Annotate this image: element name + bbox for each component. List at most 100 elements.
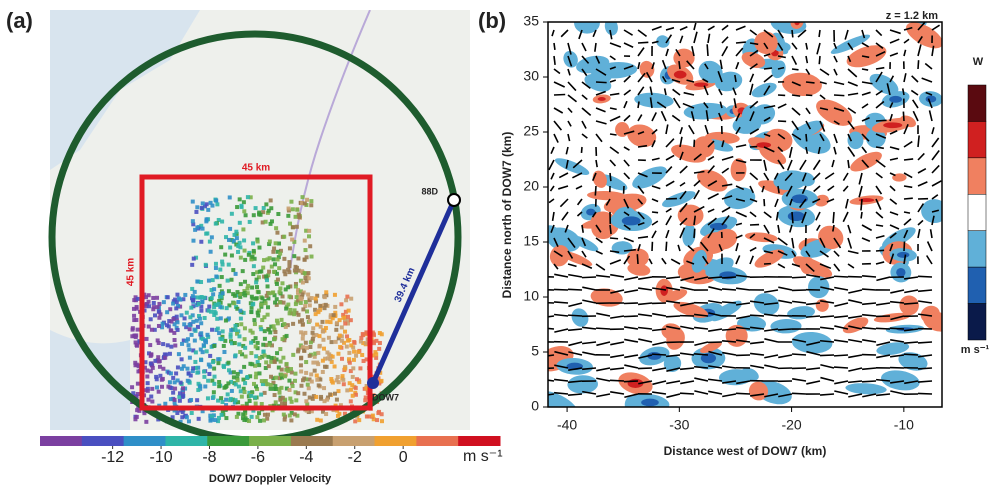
echo	[157, 309, 161, 313]
echo	[280, 368, 284, 372]
echo	[380, 332, 384, 336]
w-region	[813, 297, 831, 315]
echo	[166, 295, 170, 299]
wind-vector	[540, 328, 554, 329]
wind-vector	[862, 238, 870, 241]
wind-vector	[932, 165, 939, 173]
echo	[347, 309, 351, 313]
echo	[301, 281, 305, 285]
echo	[266, 257, 270, 261]
echo	[227, 263, 231, 267]
wind-vector	[890, 39, 899, 43]
echo	[219, 316, 223, 320]
wind-vector	[805, 238, 806, 246]
echo	[303, 276, 307, 280]
wind-vector	[638, 30, 647, 36]
wind-vector	[904, 212, 910, 213]
echo	[329, 320, 333, 324]
echo	[301, 307, 305, 311]
echo	[221, 400, 225, 404]
echo	[192, 257, 196, 261]
echo	[294, 302, 298, 306]
wind-vector	[722, 289, 736, 290]
echo	[317, 345, 321, 349]
wind-vector	[582, 121, 586, 128]
wind-vector	[610, 147, 619, 153]
echo	[311, 361, 315, 365]
water	[50, 330, 130, 430]
echo	[287, 379, 291, 383]
echo	[175, 293, 179, 297]
wind-vector	[764, 314, 778, 316]
echo	[232, 301, 236, 305]
echo	[214, 199, 218, 203]
wind-vector	[890, 225, 899, 229]
echo	[173, 380, 177, 384]
wind-vector	[859, 186, 862, 197]
wind-vector	[904, 39, 909, 43]
echo	[345, 345, 349, 349]
wind-vector	[904, 186, 912, 187]
wind-vector	[862, 69, 868, 70]
echo	[193, 339, 197, 343]
wind-vector	[764, 173, 769, 180]
echo	[219, 245, 223, 249]
echo	[160, 385, 164, 389]
echo	[303, 271, 307, 275]
colorbar-label: DOW7 Doppler Velocity	[209, 473, 332, 485]
wind-vector	[890, 53, 898, 56]
echo	[223, 253, 227, 257]
echo	[134, 333, 138, 337]
echo	[132, 298, 136, 302]
wind-vector	[846, 199, 848, 208]
wind-vector	[750, 342, 764, 344]
w-core	[756, 142, 771, 148]
echo	[304, 341, 308, 345]
wind-vector	[876, 147, 884, 148]
echo	[323, 365, 327, 369]
echo	[226, 279, 230, 283]
echo	[353, 419, 357, 423]
wind-vector	[582, 352, 596, 355]
echo	[155, 385, 159, 389]
wind-vector	[764, 68, 772, 69]
echo	[133, 361, 137, 365]
echo	[242, 200, 246, 204]
echo	[252, 249, 256, 253]
echo	[280, 373, 284, 377]
wind-vector	[666, 277, 680, 278]
echo	[136, 328, 140, 332]
echo	[221, 263, 225, 267]
echo	[238, 350, 242, 354]
wind-vector	[610, 160, 615, 166]
wind-vector	[684, 93, 694, 95]
w-region	[638, 60, 656, 80]
echo	[361, 332, 365, 336]
wind-vector	[843, 212, 848, 222]
w-core	[674, 71, 687, 79]
wind-vector	[596, 121, 607, 124]
echo	[306, 383, 310, 387]
wind-vector	[638, 303, 652, 304]
colorbar-tick-label: -2	[348, 449, 362, 466]
wind-vector	[876, 394, 890, 395]
echo	[156, 355, 160, 359]
echo	[236, 300, 240, 304]
wind-vector	[568, 342, 582, 345]
wind-vector	[582, 327, 596, 329]
wind-vector	[624, 277, 638, 280]
echo	[147, 304, 151, 308]
echo	[212, 382, 216, 386]
echo	[132, 314, 136, 318]
echo	[275, 351, 279, 355]
wind-vector	[665, 88, 666, 95]
echo	[199, 347, 203, 351]
echo	[274, 376, 278, 380]
echo	[258, 371, 262, 375]
echo	[243, 337, 247, 341]
w-region	[770, 319, 801, 334]
wind-vector	[624, 381, 638, 382]
echo	[261, 266, 265, 270]
echo	[350, 383, 354, 387]
echo	[195, 398, 199, 402]
